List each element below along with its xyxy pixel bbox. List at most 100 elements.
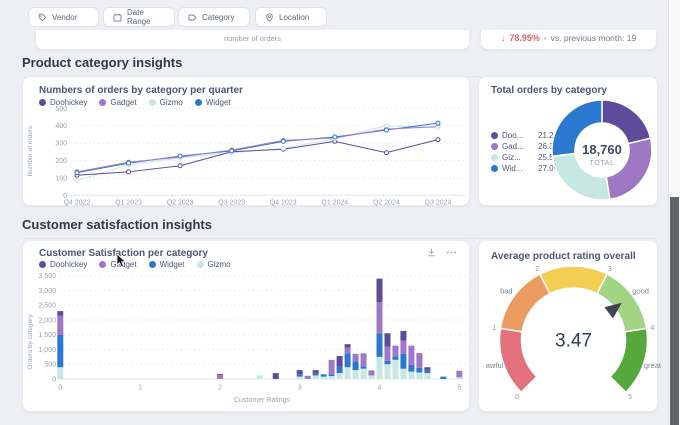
legend-item-doohickey[interactable]: Doo... 21.2% [491,131,561,140]
filter-category[interactable]: Category [178,7,250,27]
svg-text:500: 500 [44,362,56,369]
legend-item-gizmo[interactable]: Giz... 25.5% [491,153,561,162]
donut-chart-title: Total orders by category [491,85,607,96]
svg-text:0: 0 [52,377,56,384]
legend-dot [491,143,498,150]
legend-dot [491,165,498,172]
rating-gauge-chart: 0 1 2 3 4 5 awful bad good great 3.47 [486,265,662,401]
svg-text:3,500: 3,500 [38,273,56,280]
filter-vendor-label: Vendor [52,12,78,22]
svg-text:0: 0 [58,385,62,392]
svg-text:5: 5 [628,394,632,401]
ellipsis-icon[interactable] [446,248,457,257]
section-customer-insights: Customer satisfaction insights [22,217,658,239]
legend-item-widget[interactable]: Wid... 27.0% [491,164,561,173]
label-icon [38,13,47,21]
donut-legend: Doo... 21.2% Gad... 26.3% Giz... 25.5% Wid.… [491,131,561,173]
filter-location-label: Location [279,12,310,22]
svg-text:3: 3 [608,266,612,273]
svg-text:TOTAL: TOTAL [590,160,615,167]
svg-text:Q4 2022: Q4 2022 [64,200,91,207]
svg-text:2: 2 [218,385,222,392]
svg-text:100: 100 [55,175,67,182]
svg-text:2: 2 [535,266,539,273]
legend-dot [491,154,498,161]
svg-text:500: 500 [55,106,67,113]
satisfaction-bar-chart: 0 500 1,000 1,500 2,000 2,500 3,000 3,500 0 1 2 3 4 5… [27,273,465,404]
svg-text:Orders by category: Orders by category [27,314,34,370]
calendar-icon [113,13,122,21]
legend-dot [148,261,156,268]
svg-text:4: 4 [651,325,655,332]
legend-dot [148,99,156,106]
vertical-scrollbar [668,0,680,425]
legend-item-widget[interactable]: Widget [194,98,231,107]
svg-text:awful: awful [486,361,504,370]
svg-text:bad: bad [500,287,513,296]
orders-axis-label: number of orders [223,34,282,43]
svg-text:1: 1 [138,385,142,392]
legend-dot [39,261,46,268]
filter-date-range-label: Date Range [127,8,151,26]
kpi-separator-dot: • [543,34,547,43]
svg-text:good: good [632,287,649,296]
svg-text:1,500: 1,500 [38,332,56,339]
filter-bar [0,0,680,30]
svg-text:3: 3 [298,385,302,392]
filter-vendor[interactable]: Vendor [28,7,99,27]
kpi-comparison-text: vs. previous month: 19 [550,33,637,43]
legend-dot [491,132,498,139]
line-chart-legend: Doohickey Gadget Gizmo Widget [39,98,231,107]
filter-location[interactable]: Location [255,7,327,27]
svg-text:18,760: 18,760 [582,142,622,157]
download-icon[interactable] [427,248,436,257]
card-actions [427,248,457,257]
down-arrow-icon: ↓ [500,33,506,43]
svg-text:300: 300 [55,141,67,148]
svg-text:5: 5 [457,385,461,392]
svg-text:3.47: 3.47 [555,331,592,352]
svg-text:4: 4 [378,385,382,392]
legend-item-widget[interactable]: Widget [148,260,185,269]
svg-text:great: great [644,361,662,370]
legend-item-gadget[interactable]: Gadget [99,98,137,107]
mouse-cursor-icon [116,253,127,268]
legend-item-gizmo[interactable]: Gizmo [148,98,183,107]
svg-text:1: 1 [493,325,497,332]
legend-item-doohickey[interactable]: Doohickey [39,260,87,269]
bar-chart-legend: Doohickey Gadget Widget Gizmo [39,260,231,269]
legend-item-gizmo[interactable]: Gizmo [196,260,231,269]
orders-by-quarter-card: Numbers of orders by category per quarte… [22,76,470,207]
svg-text:Q2 2024: Q2 2024 [373,200,400,207]
legend-dot [99,261,107,268]
scrollbar-thumb[interactable] [670,197,679,425]
legend-item-gadget[interactable]: Gadget [99,260,137,269]
svg-text:3,000: 3,000 [38,288,56,295]
svg-text:Customer Ratings: Customer Ratings [234,397,291,404]
legend-dot [196,261,204,268]
line-chart-title: Numbers of orders by category per quarte… [39,85,243,96]
filter-category-label: Category [202,12,235,22]
filter-date-range[interactable]: Date Range [103,7,175,27]
orders-donut-chart: 18,760 TOTAL [551,99,653,201]
legend-dot [99,99,107,106]
legend-item-doohickey[interactable]: Doohickey [39,98,87,107]
total-orders-card: Total orders by category Doo... 21.2% Gad… [478,76,658,206]
svg-text:200: 200 [55,158,67,165]
average-rating-card: Average product rating overall 0 1 2 3 4 5 awf… [478,240,662,412]
svg-text:Number of orders: Number of orders [27,125,34,176]
bar-chart-title: Customer Satisfaction per category [39,248,208,259]
legend-item-gadget[interactable]: Gad... 26.3% [491,142,561,151]
svg-text:1,000: 1,000 [38,347,56,354]
svg-text:Q1 2023: Q1 2023 [115,200,142,207]
svg-text:Q3 2023: Q3 2023 [218,200,245,207]
kpi-change-percent: 78.95% [509,33,540,43]
svg-text:2,500: 2,500 [38,303,56,310]
svg-text:Q3 2024: Q3 2024 [425,200,452,207]
gauge-chart-title: Average product rating overall [491,251,636,262]
location-pin-icon [266,12,273,22]
legend-dot [194,99,202,106]
svg-text:0: 0 [515,394,519,401]
svg-text:Q1 2024: Q1 2024 [321,200,348,207]
label-icon [188,14,197,20]
